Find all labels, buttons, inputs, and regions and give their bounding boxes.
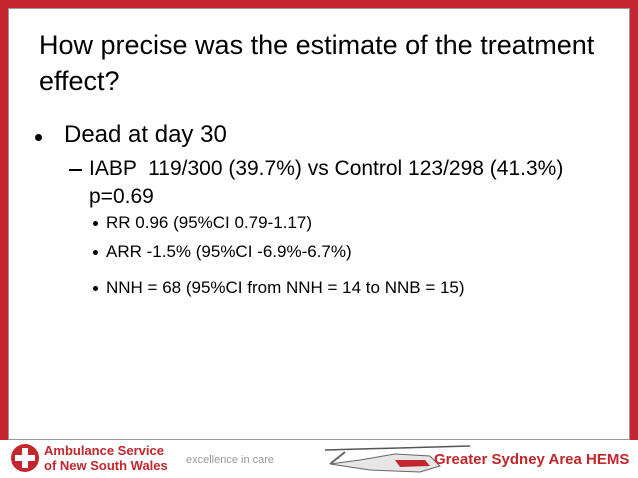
bullet-text: IABP 119/300 (39.7%) vs Control 123/298 … — [89, 157, 570, 208]
helicopter — [324, 445, 471, 473]
tagline: excellence in care — [186, 454, 275, 466]
bullet — [93, 250, 98, 255]
bullet-text: ARR -1.5% (95%CI -6.9%-6.7%) — [106, 242, 352, 261]
content-area: How precise was the estimate of the trea… — [8, 8, 630, 440]
bullet — [93, 221, 98, 226]
slide-title: How precise was the estimate of the trea… — [39, 30, 595, 96]
bullet — [35, 134, 42, 141]
bullet — [93, 286, 98, 291]
org-name: Ambulance Service — [44, 443, 164, 458]
bullet-text: Dead at day 30 — [64, 121, 227, 148]
unit-name: Greater Sydney Area HEMS — [434, 451, 630, 468]
footer-graphics — [11, 444, 471, 473]
bullet-text: RR 0.96 (95%CI 0.79-1.17) — [106, 213, 312, 232]
org-name: of New South Wales — [44, 458, 168, 473]
footer: Ambulance Service of New South Wales exc… — [0, 440, 638, 478]
bullet-text: NNH = 68 (95%CI from NNH = 14 to NNB = 1… — [106, 278, 465, 297]
logo-cross — [15, 455, 35, 461]
dash — [69, 169, 82, 171]
